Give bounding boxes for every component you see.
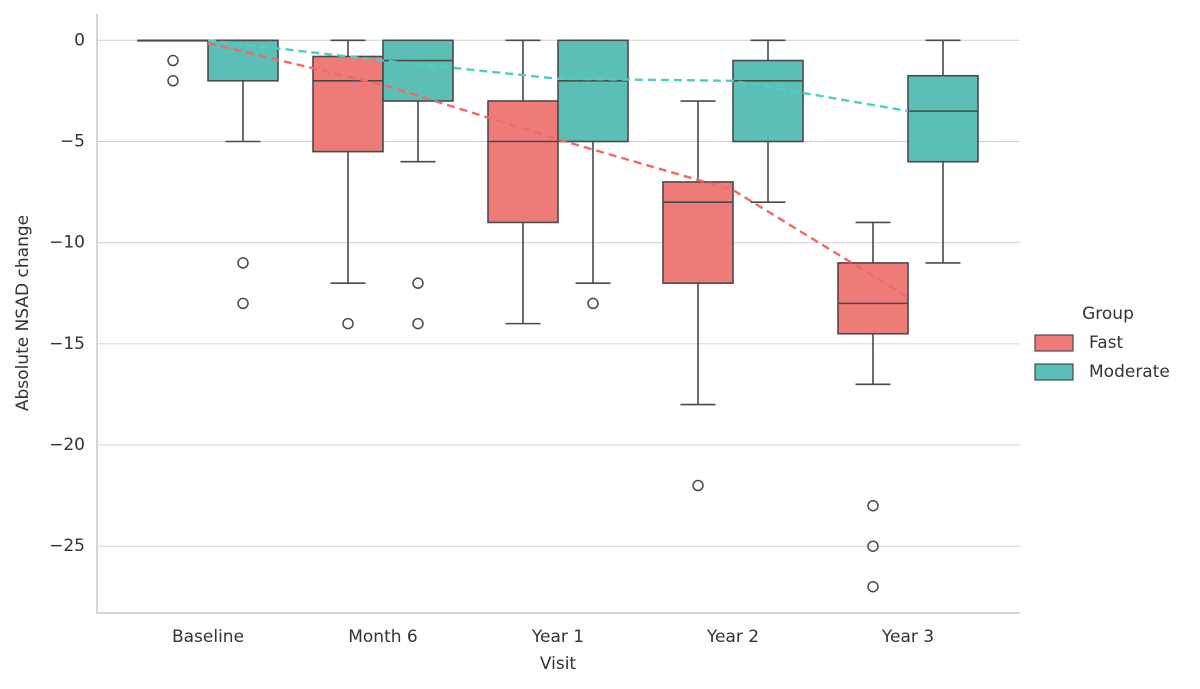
box — [557, 39, 629, 143]
box — [312, 55, 384, 153]
outlier — [342, 317, 354, 330]
outlier — [167, 75, 179, 87]
outlier — [237, 257, 249, 269]
outlier — [587, 297, 599, 310]
y-tick-label: −15 — [49, 334, 85, 354]
x-tick-label: Year 2 — [706, 627, 759, 647]
outlier — [867, 540, 879, 552]
legend-title: Group — [1082, 304, 1134, 324]
y-axis-label: Absolute NSAD change — [13, 215, 33, 411]
box — [662, 181, 734, 284]
legend-label: Fast — [1089, 333, 1123, 353]
legend-swatch — [1034, 334, 1074, 352]
outlier — [867, 580, 879, 593]
outlier — [867, 499, 879, 512]
box — [837, 262, 909, 335]
legend-swatch — [1034, 363, 1074, 381]
x-tick-label: Year 1 — [531, 627, 584, 647]
x-axis-label: Visit — [540, 654, 577, 674]
y-tick-label: −20 — [49, 435, 85, 455]
outlier — [692, 479, 704, 492]
y-tick-label: 0 — [74, 30, 85, 50]
y-tick-label: −5 — [60, 131, 85, 151]
x-tick-label: Month 6 — [348, 627, 418, 647]
x-tick-label: Baseline — [172, 627, 244, 647]
outlier — [167, 54, 179, 67]
legend-label: Moderate — [1089, 362, 1170, 382]
outlier — [412, 277, 424, 289]
mean-line — [207, 42, 909, 299]
outlier — [237, 297, 249, 310]
box — [487, 100, 559, 224]
mean-line — [207, 39, 909, 113]
x-tick-label: Year 3 — [881, 627, 934, 647]
outlier — [412, 317, 424, 330]
y-tick-label: −25 — [49, 536, 85, 556]
box — [732, 59, 804, 143]
box — [907, 74, 979, 163]
y-tick-label: −10 — [49, 233, 85, 253]
box — [382, 39, 454, 102]
